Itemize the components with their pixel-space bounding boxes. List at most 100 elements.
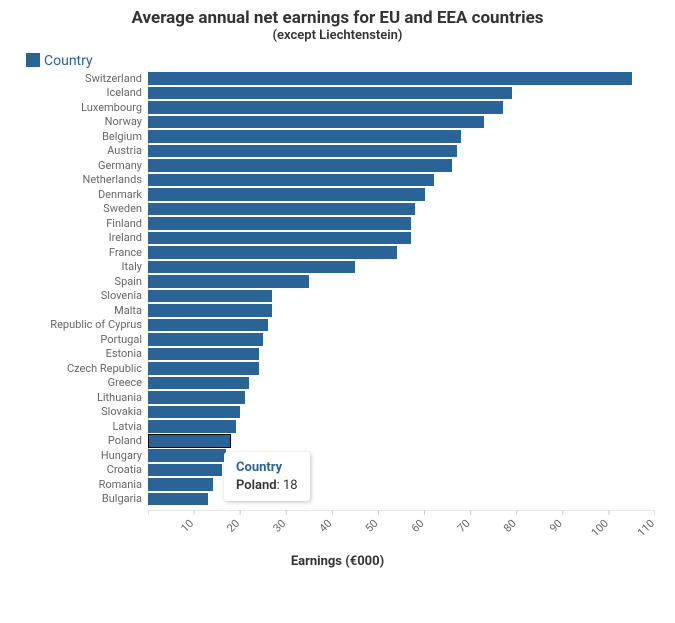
x-axis-tick-label: 80 [501,517,519,535]
bar[interactable] [148,377,249,390]
chart-title: Average annual net earnings for EU and E… [20,8,655,28]
y-axis-category-label: Latvia [20,420,148,433]
chart-subtitle: (except Liechtenstein) [20,28,655,43]
y-axis-category-label: Ireland [20,231,148,244]
bar-track [148,434,655,449]
table-row: Republic of Cyprus [20,318,655,333]
bar-track [148,216,655,231]
bar-track [148,129,655,144]
bar[interactable] [148,290,272,303]
y-axis-category-label: Luxembourg [20,101,148,114]
x-axis-ticks: 0102030405060708090100110 [148,510,655,550]
bar[interactable] [148,275,309,288]
x-axis-tick-label: 90 [547,517,565,535]
bar[interactable] [148,145,457,158]
x-axis-label: Earnings (€000) [20,554,655,569]
y-axis-category-label: Slovenia [20,289,148,302]
bar[interactable] [148,362,259,375]
tooltip-row-value: 18 [283,478,298,493]
plot-area: SwitzerlandIcelandLuxembourgNorwayBelgiu… [20,71,655,506]
bar-track [148,332,655,347]
bar[interactable] [148,333,263,346]
bar-track [148,289,655,304]
x-axis-tick-label: 100 [589,517,611,539]
bar[interactable] [148,406,240,419]
legend[interactable]: Country [26,53,655,69]
bar[interactable] [148,101,503,114]
bar[interactable] [148,420,236,433]
tooltip-row-label: Poland [236,478,277,493]
y-axis-category-label: Austria [20,144,148,157]
bar[interactable] [148,130,461,143]
x-axis: 0102030405060708090100110 [20,510,655,550]
bar[interactable] [148,116,484,129]
table-row: Latvia [20,419,655,434]
bar[interactable] [148,217,411,230]
bar-track [148,245,655,260]
y-axis-category-label: Netherlands [20,173,148,186]
bar-track [148,347,655,362]
bar[interactable] [148,203,415,216]
bar-track [148,202,655,217]
y-axis-category-label: Republic of Cyprus [20,318,148,331]
bar[interactable] [148,232,411,245]
y-axis-category-label: Lithuania [20,391,148,404]
y-axis-category-label: Slovakia [20,405,148,418]
bar[interactable] [148,464,222,477]
table-row: Finland [20,216,655,231]
x-axis-tick-label: 20 [224,517,242,535]
bar-track [148,144,655,159]
table-row: Malta [20,303,655,318]
table-row: Spain [20,274,655,289]
bar[interactable] [148,391,245,404]
y-axis-category-label: Croatia [20,463,148,476]
bar[interactable] [148,246,397,259]
tooltip: Country Poland: 18 [224,452,310,501]
bar-track [148,71,655,86]
bar-track [148,86,655,101]
bar[interactable] [148,449,226,462]
y-axis-category-label: Norway [20,115,148,128]
table-row: France [20,245,655,260]
y-axis-category-label: Hungary [20,449,148,462]
bar-track [148,187,655,202]
table-row: Romania [20,477,655,492]
bar[interactable] [148,188,425,201]
bar[interactable] [148,72,632,85]
y-axis-category-label: Greece [20,376,148,389]
bar[interactable] [148,493,208,506]
bar[interactable] [148,87,512,100]
y-axis-category-label: Belgium [20,130,148,143]
y-axis-category-label: Bulgaria [20,492,148,505]
x-axis-tick-label: 40 [317,517,335,535]
y-axis-category-label: Czech Republic [20,362,148,375]
bar[interactable] [148,304,272,317]
y-axis-category-label: Sweden [20,202,148,215]
y-axis-category-label: Malta [20,304,148,317]
x-axis-tick-label: 70 [455,517,473,535]
table-row: Sweden [20,202,655,217]
bar[interactable] [148,174,434,187]
table-row: Italy [20,260,655,275]
bar[interactable] [148,319,268,332]
bar-track [148,260,655,275]
bar[interactable] [148,478,213,491]
bar[interactable] [148,434,231,448]
bar-track [148,390,655,405]
y-axis-category-label: Denmark [20,188,148,201]
x-axis-tick-label: 60 [409,517,427,535]
table-row: Estonia [20,347,655,362]
bar[interactable] [148,261,355,274]
x-axis-tick-label: 110 [635,517,655,539]
legend-label: Country [44,53,93,69]
y-axis-category-label: Spain [20,275,148,288]
bar-track [148,115,655,130]
y-axis-category-label: Switzerland [20,72,148,85]
bar[interactable] [148,348,259,361]
table-row: Portugal [20,332,655,347]
table-row: Croatia [20,463,655,478]
bar-track [148,173,655,188]
bar[interactable] [148,159,452,172]
y-axis-category-label: Poland [20,434,148,447]
y-axis-category-label: Finland [20,217,148,230]
